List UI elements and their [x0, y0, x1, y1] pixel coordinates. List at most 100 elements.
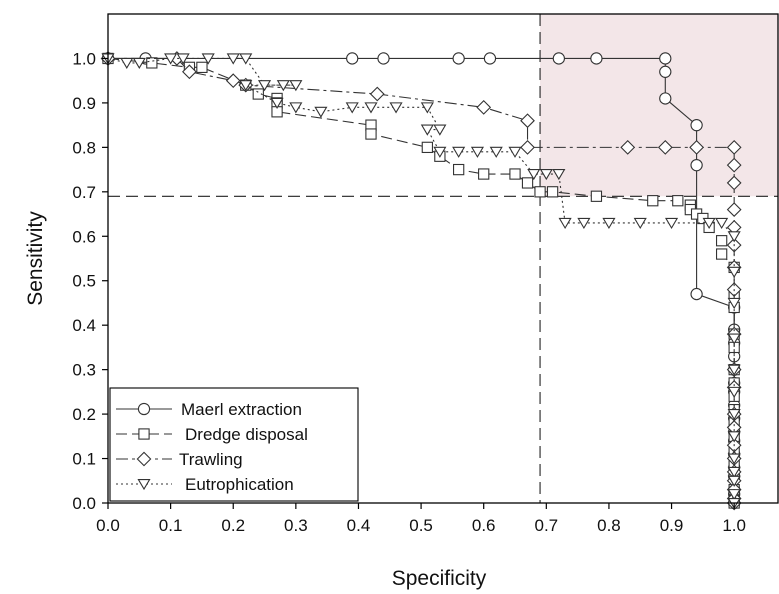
data-point-trawling: [182, 64, 197, 80]
data-point-eutrophication: [727, 364, 741, 376]
data-point-eutrophication: [727, 409, 741, 421]
data-point-dredge-disposal: [478, 168, 490, 180]
y-tick-label: 0.4: [72, 316, 96, 335]
data-point-eutrophication: [727, 266, 741, 278]
data-point-eutrophication: [239, 80, 253, 92]
data-point-maerl-extraction: [690, 287, 703, 301]
y-tick-label: 0.8: [72, 138, 96, 157]
data-point-eutrophication: [489, 146, 503, 158]
data-point-dredge-disposal: [715, 235, 728, 247]
data-point-dredge-disposal: [546, 186, 559, 198]
data-point-eutrophication: [539, 169, 553, 181]
data-point-maerl-extraction: [346, 52, 359, 65]
x-tick-label: 0.5: [409, 516, 433, 535]
data-point-eutrophication: [276, 80, 290, 92]
data-point-trawling: [520, 113, 535, 129]
data-point-maerl-extraction: [690, 158, 703, 172]
x-axis-title: Specificity: [392, 567, 487, 590]
x-tick-label: 0.6: [472, 516, 496, 535]
series-eutrophication: [101, 53, 741, 510]
data-point-eutrophication: [364, 102, 378, 114]
data-point-dredge-disposal: [453, 163, 465, 176]
data-point-eutrophication: [433, 124, 447, 136]
data-point-dredge-disposal: [196, 61, 208, 73]
legend-label-maerl-extraction: Maerl extraction: [181, 400, 302, 419]
data-point-maerl-extraction: [659, 92, 672, 105]
data-point-eutrophication: [226, 53, 240, 65]
y-tick-label: 0.0: [72, 494, 96, 513]
data-point-eutrophication: [727, 231, 741, 243]
data-point-eutrophication: [558, 217, 572, 230]
data-point-trawling: [657, 139, 673, 155]
data-point-eutrophication: [389, 102, 403, 114]
legend-box: [109, 387, 359, 502]
data-point-dredge-disposal: [365, 128, 377, 140]
data-point-dredge-disposal: [647, 195, 659, 207]
data-point-dredge-disposal: [146, 57, 158, 69]
x-tick-label: 0.3: [284, 516, 308, 535]
data-point-eutrophication: [176, 53, 190, 65]
y-tick-label: 0.3: [72, 361, 96, 380]
data-point-trawling: [476, 99, 492, 115]
data-point-maerl-extraction: [452, 52, 465, 65]
data-point-eutrophication: [420, 102, 434, 114]
y-tick-label: 0.1: [72, 450, 96, 469]
data-point-dredge-disposal: [509, 168, 521, 180]
data-point-eutrophication: [633, 217, 647, 230]
shaded-region: [540, 14, 778, 197]
data-point-trawling: [726, 202, 742, 217]
legend-marker-trawling: [136, 451, 152, 467]
x-tick-label: 0.0: [96, 516, 120, 535]
y-tick-label: 1.0: [72, 49, 96, 68]
legend-items: Maerl extraction Dredge disposal Trawling E…: [116, 400, 308, 494]
data-point-eutrophication: [452, 146, 466, 158]
data-point-eutrophication: [289, 102, 303, 114]
x-tick-label: 0.1: [159, 516, 183, 535]
y-axis: 0.0 0.1 0.2 0.3 0.4 0.5 0.6 0.7 0.8 0.9 1.0: [72, 49, 108, 513]
data-point-eutrophication: [433, 146, 447, 158]
legend-marker-maerl-extraction: [137, 402, 151, 416]
data-point-trawling: [225, 73, 241, 89]
data-point-eutrophication: [345, 102, 359, 114]
y-tick-label: 0.5: [72, 272, 96, 291]
legend-item-dredge-disposal: Dredge disposal: [116, 425, 308, 444]
data-point-eutrophication: [470, 146, 485, 158]
data-point-eutrophication: [420, 124, 434, 136]
legend-marker-dredge-disposal: [138, 428, 150, 440]
x-axis: 0.0 0.1 0.2 0.3 0.4 0.5 0.6 0.7 0.8 0.9 1.0: [96, 503, 746, 535]
y-axis-title: Sensitivity: [24, 211, 47, 306]
data-point-eutrophication: [727, 297, 741, 310]
legend-item-trawling: Trawling: [116, 450, 243, 469]
data-point-trawling: [620, 139, 636, 155]
series-layer: [100, 51, 742, 511]
y-tick-label: 0.2: [72, 405, 96, 424]
data-point-eutrophication: [727, 386, 741, 398]
data-point-eutrophication: [602, 217, 616, 230]
data-point-eutrophication: [527, 169, 541, 181]
data-point-eutrophication: [727, 453, 741, 465]
x-tick-label: 0.7: [534, 516, 558, 535]
data-point-dredge-disposal: [421, 141, 433, 154]
x-tick-label: 0.8: [597, 516, 621, 535]
data-point-eutrophication: [727, 475, 741, 487]
data-point-dredge-disposal: [534, 186, 546, 198]
data-point-eutrophication: [132, 57, 146, 70]
y-tick-label: 0.6: [72, 227, 96, 246]
data-point-eutrophication: [702, 217, 716, 230]
data-point-dredge-disposal: [590, 190, 603, 202]
legend-marker-eutrophication: [137, 478, 151, 491]
threshold-lines: [108, 14, 778, 503]
x-tick-label: 1.0: [722, 516, 746, 535]
data-point-maerl-extraction: [659, 52, 672, 65]
data-point-maerl-extraction: [483, 52, 497, 65]
legend-label-dredge-disposal: Dredge disposal: [185, 425, 308, 444]
data-point-maerl-extraction: [590, 52, 603, 65]
data-point-eutrophication: [715, 217, 729, 230]
legend-label-eutrophication: Eutrophication: [185, 475, 294, 494]
data-point-trawling: [520, 139, 535, 155]
data-point-trawling: [726, 175, 742, 191]
data-point-trawling: [726, 157, 742, 173]
data-point-dredge-disposal: [672, 195, 684, 207]
data-point-eutrophication: [727, 489, 741, 501]
